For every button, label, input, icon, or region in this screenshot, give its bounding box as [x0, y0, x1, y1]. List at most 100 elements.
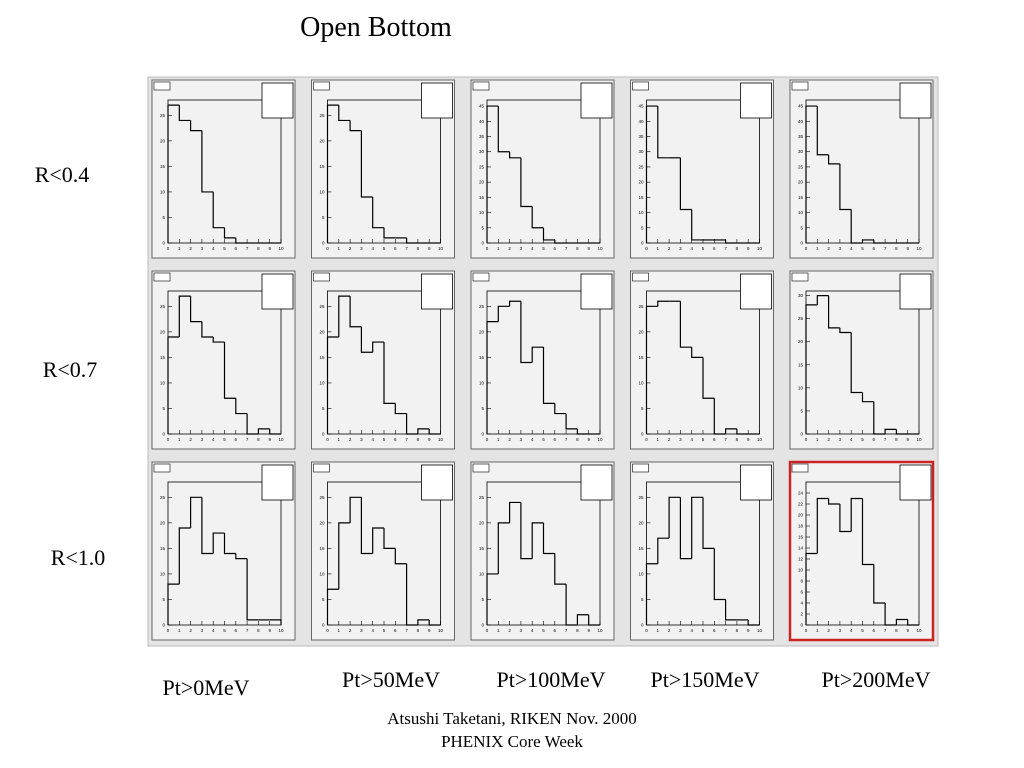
x-tick-label: 0 — [645, 246, 648, 251]
y-tick-label: 20 — [160, 138, 166, 143]
histogram-bin — [805, 105, 818, 243]
y-tick-label: 10 — [798, 385, 804, 390]
x-tick-label: 5 — [702, 437, 705, 442]
x-tick-label: 4 — [371, 246, 374, 251]
histogram-bin — [326, 336, 339, 434]
x-tick-label: 10 — [916, 246, 922, 251]
x-tick-label: 6 — [873, 437, 876, 442]
x-tick-label: 2 — [349, 437, 352, 442]
y-tick-label: 5 — [481, 597, 484, 602]
x-tick-label: 5 — [383, 628, 386, 633]
y-tick-label: 10 — [798, 568, 804, 573]
y-tick-label: 15 — [319, 355, 325, 360]
stats-box — [580, 464, 613, 501]
histogram-bin — [839, 163, 852, 211]
x-tick-label: 4 — [850, 246, 853, 251]
histogram-bin — [383, 342, 396, 404]
y-tick-label: 45 — [479, 104, 485, 109]
x-tick-label: 0 — [167, 628, 170, 633]
x-tick-label: 5 — [223, 246, 226, 251]
y-tick-label: 20 — [319, 520, 325, 525]
x-tick-label: 2 — [668, 437, 671, 442]
y-tick-label: 15 — [798, 362, 804, 367]
x-tick-label: 3 — [360, 628, 363, 633]
x-tick-label: 9 — [268, 628, 271, 633]
y-tick-label: 20 — [638, 180, 644, 185]
x-tick-label: 1 — [338, 246, 341, 251]
histogram-bin — [895, 429, 908, 435]
y-tick-label: 25 — [160, 495, 166, 500]
plot-area — [646, 99, 760, 244]
row-label: R<0.7 — [43, 357, 98, 382]
x-tick-label: 2 — [827, 246, 830, 251]
column-label: Pt>100MeV — [497, 667, 606, 692]
x-tick-label: 3 — [679, 437, 682, 442]
histogram-bin — [542, 347, 555, 404]
x-tick-label: 1 — [816, 246, 819, 251]
x-tick-label: 1 — [816, 437, 819, 442]
x-tick-label: 4 — [212, 437, 215, 442]
x-tick-label: 2 — [189, 246, 192, 251]
x-tick-label: 8 — [895, 246, 898, 251]
x-tick-label: 6 — [394, 246, 397, 251]
histogram-bin — [235, 398, 248, 415]
y-tick-label: 20 — [798, 513, 804, 518]
y-tick-label: 0 — [322, 623, 325, 628]
y-tick-label: 30 — [798, 293, 804, 298]
x-tick-label: 8 — [576, 628, 579, 633]
y-tick-label: 22 — [798, 502, 804, 507]
histogram-bin — [497, 305, 510, 322]
y-tick-label: 12 — [798, 557, 804, 562]
x-tick-label: 0 — [326, 246, 329, 251]
x-tick-label: 5 — [861, 246, 864, 251]
x-tick-label: 9 — [428, 246, 431, 251]
histogram-bin — [554, 553, 567, 585]
y-tick-label: 15 — [160, 164, 166, 169]
histogram-bin — [383, 227, 396, 239]
y-tick-label: 15 — [638, 195, 644, 200]
histogram-bin — [679, 157, 692, 211]
name-box — [313, 272, 330, 282]
y-tick-label: 15 — [479, 195, 485, 200]
x-tick-label: 3 — [520, 628, 523, 633]
histogram-bin — [850, 332, 863, 394]
x-tick-label: 4 — [531, 628, 534, 633]
y-tick-label: 16 — [798, 535, 804, 540]
histogram-bin — [394, 548, 407, 565]
x-tick-label: 6 — [235, 437, 238, 442]
x-tick-label: 6 — [394, 628, 397, 633]
histogram-bin — [702, 357, 715, 399]
histogram-bin — [679, 301, 692, 348]
name-box — [632, 81, 649, 91]
histogram-bin — [657, 106, 670, 159]
y-tick-label: 14 — [798, 546, 804, 551]
name-box — [791, 463, 809, 473]
y-tick-label: 30 — [798, 149, 804, 154]
x-tick-label: 7 — [884, 246, 887, 251]
plot-area — [805, 99, 920, 244]
x-tick-label: 0 — [805, 437, 808, 442]
stats-box — [740, 82, 772, 119]
y-tick-label: 10 — [479, 571, 485, 576]
histogram-bin — [486, 105, 499, 243]
y-tick-label: 0 — [162, 432, 165, 437]
histogram-bin — [588, 614, 600, 626]
histogram-bin — [736, 428, 749, 435]
histogram-bin — [338, 295, 351, 337]
x-tick-label: 6 — [713, 246, 716, 251]
y-tick-label: 25 — [479, 304, 485, 309]
name-box — [313, 81, 330, 91]
x-tick-label: 1 — [657, 246, 660, 251]
x-tick-label: 1 — [816, 628, 819, 633]
histogram-bin — [167, 336, 180, 434]
y-tick-label: 40 — [798, 119, 804, 124]
name-box — [632, 463, 649, 473]
y-tick-label: 5 — [481, 406, 484, 411]
x-tick-label: 2 — [508, 628, 511, 633]
histogram-bin — [383, 527, 396, 549]
y-tick-label: 40 — [479, 119, 485, 124]
x-tick-label: 7 — [884, 437, 887, 442]
row-label: R<0.4 — [35, 162, 90, 187]
